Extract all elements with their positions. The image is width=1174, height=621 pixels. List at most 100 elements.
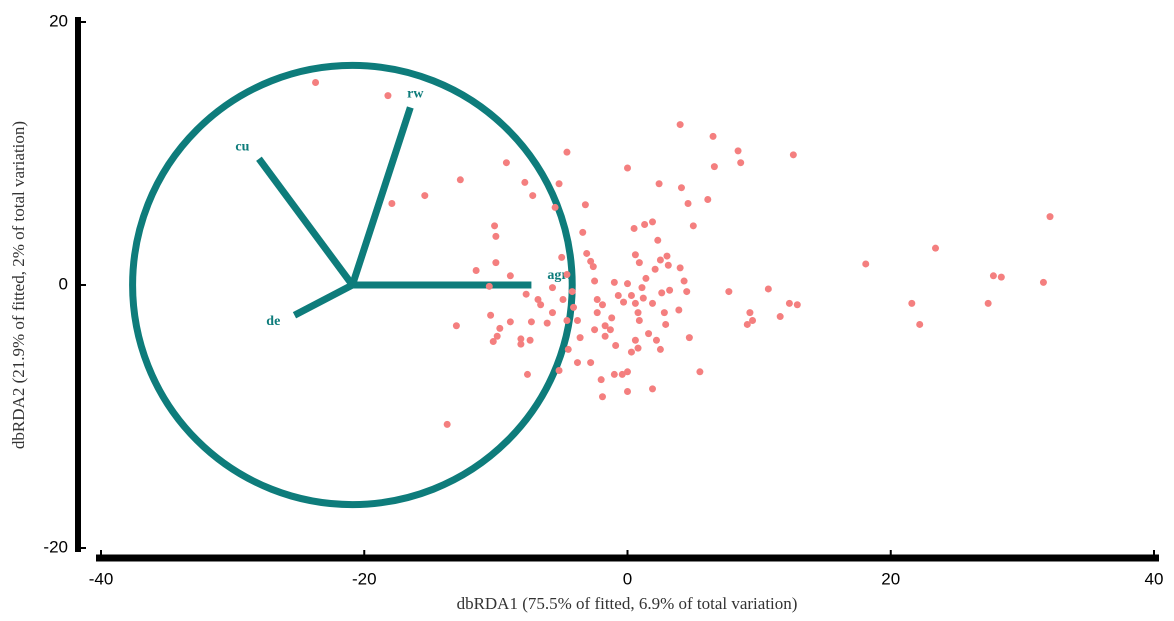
point [932,244,940,252]
point [573,359,581,367]
point [635,317,643,325]
point [388,199,396,207]
point [522,290,530,298]
point [789,151,797,159]
x-tick-label: -20 [352,569,377,588]
point [521,178,529,186]
point [725,288,733,296]
vector [349,106,414,287]
point [620,298,628,306]
point [548,309,556,317]
point [493,332,501,340]
point [587,257,595,265]
vector-label: cu [235,140,249,155]
circle [129,61,576,509]
point [543,319,551,327]
point [570,303,578,311]
y-axis-title: dbRDA2 (21.9% of fitted, 2% of total var… [9,121,28,449]
point [624,280,631,288]
point [551,203,559,211]
point [683,288,691,296]
point [645,330,653,338]
point [526,336,534,344]
point [639,294,647,302]
point [908,299,916,307]
point [581,201,589,209]
point [593,309,601,317]
point [984,299,992,307]
point [610,370,618,378]
point [656,256,664,264]
point [660,309,668,317]
point [624,368,631,376]
point [534,295,542,303]
point [666,286,674,294]
point [606,326,614,334]
point [997,273,1005,281]
point [555,180,563,188]
x-axis-title: dbRDA1 (75.5% of fitted, 6.9% of total v… [457,594,798,613]
point [749,317,757,325]
point [649,299,657,307]
point [630,224,638,232]
point [506,272,514,280]
point [916,320,924,328]
point [862,260,870,268]
point [487,311,495,319]
point [776,313,784,321]
point [664,261,672,269]
point [523,370,531,378]
point [491,222,499,230]
point [989,272,997,280]
point [558,253,566,261]
point [655,180,663,188]
point [421,192,429,200]
point [612,341,620,349]
point [689,222,697,230]
point [593,295,601,303]
vector [256,156,356,288]
point [517,335,525,343]
x-tick-label: 20 [881,569,900,588]
point [502,159,510,167]
x-tick-label: -40 [89,569,114,588]
point [559,295,567,303]
point [785,299,793,307]
point [652,336,660,344]
point [563,148,571,156]
point [634,344,642,352]
point [685,334,693,342]
point [492,259,500,267]
point [624,388,631,396]
point [597,376,605,384]
point [555,366,563,374]
point [517,340,525,348]
point [677,184,685,192]
point [563,270,571,278]
point [1039,278,1047,286]
point [548,284,556,292]
point [598,301,606,309]
point [598,393,606,401]
point [651,265,659,273]
point [684,199,692,207]
x-tick-label: 0 [623,569,632,588]
point [506,318,514,326]
point [709,132,717,140]
x-tick-label: 40 [1145,569,1164,588]
point [537,301,545,309]
point [456,176,464,184]
point [631,299,639,307]
point [793,301,801,309]
point [680,277,688,285]
point [452,322,460,330]
point [654,236,662,244]
point [743,320,751,328]
point [601,322,609,330]
point [710,163,718,171]
point [443,420,451,428]
point [624,164,631,172]
point [627,292,635,300]
point [614,292,622,300]
